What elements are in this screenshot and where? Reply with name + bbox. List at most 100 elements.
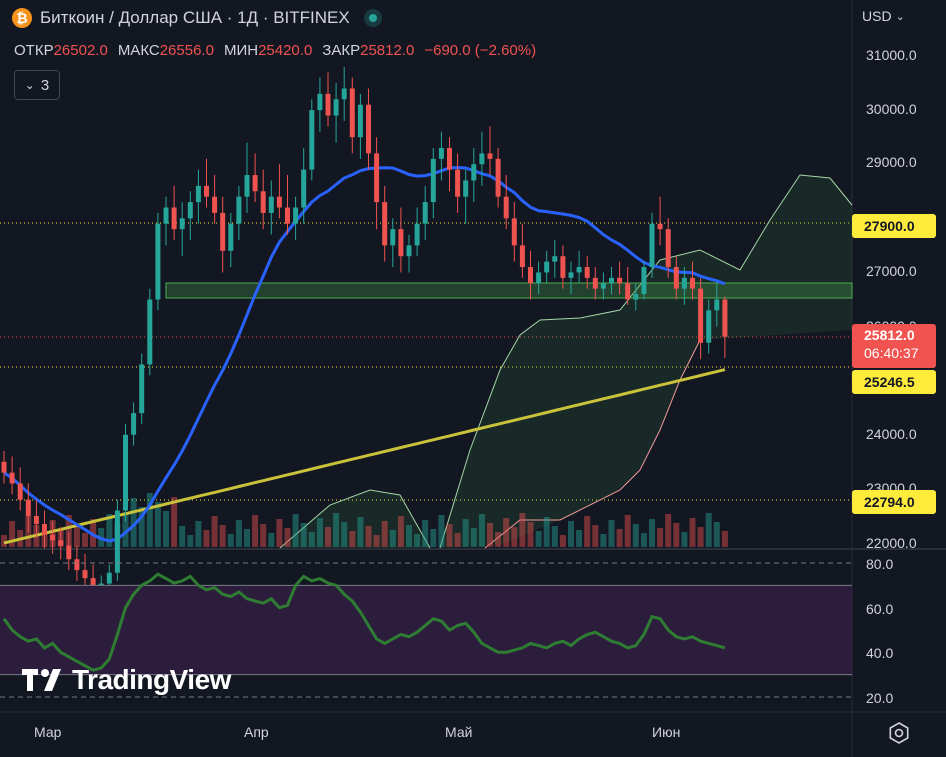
- candle-body: [82, 570, 88, 579]
- volume-bar: [73, 524, 80, 547]
- volume-bar: [470, 528, 477, 547]
- candle: [511, 202, 517, 262]
- candle-body: [714, 299, 720, 311]
- candle: [58, 526, 64, 560]
- cloud-upper-edge: [439, 174, 853, 549]
- open-label: ОТКР: [14, 42, 54, 59]
- candle-body: [463, 180, 469, 197]
- volume-bar: [406, 525, 412, 547]
- candle: [706, 299, 712, 354]
- currency-button[interactable]: USD ⌄: [862, 8, 905, 24]
- volume-bar: [495, 532, 502, 547]
- indicators-toggle-button[interactable]: ⌄ 3: [14, 70, 60, 100]
- candle-body: [495, 158, 501, 197]
- symbol-legend[interactable]: ₿ Биткоин / Доллар США · 1Д · BITFINEX: [12, 8, 382, 28]
- volume-bar: [268, 533, 275, 547]
- candle: [171, 185, 177, 240]
- volume-bar: [624, 515, 631, 547]
- candle-body: [50, 534, 56, 541]
- ma200-line: [3, 368, 726, 545]
- volume-bar: [9, 521, 16, 547]
- tradingview-text: TradingView: [72, 664, 231, 695]
- tradingview-logo[interactable]: TradingView: [20, 664, 231, 696]
- candle-body: [341, 88, 347, 100]
- candle: [260, 169, 266, 230]
- candle: [366, 88, 371, 170]
- rsi-tick: 20.0: [866, 690, 894, 706]
- candle-body: [333, 99, 339, 116]
- candle: [592, 267, 598, 300]
- candle: [50, 521, 56, 554]
- candle-body: [706, 310, 712, 343]
- high-label: МАКС: [117, 42, 160, 59]
- volume-bar: [422, 520, 429, 547]
- volume-bar: [559, 535, 566, 547]
- volume-bar: [316, 518, 323, 547]
- candle-body: [123, 434, 128, 511]
- candle-body: [625, 283, 631, 300]
- volume-bar: [325, 527, 331, 547]
- candle-body: [536, 272, 542, 284]
- volume-bar: [592, 525, 599, 547]
- candle: [187, 191, 193, 240]
- candle: [528, 250, 533, 300]
- volume-bar: [527, 522, 534, 547]
- time-label-apr: Апр: [244, 724, 269, 740]
- volume-bar: [244, 529, 250, 547]
- cloud-lower-edge: [484, 339, 701, 549]
- price-tick: 31000.0: [866, 47, 917, 63]
- candle: [204, 158, 209, 208]
- candle-body: [552, 256, 558, 262]
- candle-body: [649, 223, 655, 268]
- candle: [600, 272, 606, 300]
- candle-body: [33, 515, 39, 525]
- candle-body: [220, 212, 226, 251]
- volume-bar: [203, 530, 210, 547]
- candle: [479, 131, 485, 186]
- volume-bar: [503, 518, 510, 547]
- indicators-count: 3: [40, 76, 50, 94]
- candle-body: [155, 223, 161, 300]
- volume-bar: [511, 527, 518, 547]
- candle: [657, 196, 663, 246]
- volume-bar: [1, 535, 7, 547]
- candle-body: [406, 245, 412, 257]
- candle-body: [584, 267, 590, 278]
- candle-body: [309, 110, 315, 170]
- rsi-band: [0, 585, 852, 675]
- candle-body: [511, 218, 517, 246]
- candle: [349, 77, 355, 154]
- candle-body: [366, 104, 371, 154]
- volume-bar: [673, 523, 680, 547]
- candle: [649, 212, 655, 278]
- candle: [66, 532, 72, 571]
- volume-bar: [227, 534, 234, 547]
- settings-button[interactable]: [886, 720, 912, 746]
- volume-bars: [1, 493, 728, 547]
- candle-body: [179, 218, 185, 230]
- candle-body: [171, 207, 177, 230]
- candle-body: [390, 229, 396, 246]
- candle: [317, 77, 323, 132]
- volume-bar: [446, 524, 453, 547]
- moving-averages: [3, 165, 726, 545]
- candle: [471, 147, 477, 203]
- current-price-tag: 25812.0 06:40:37: [852, 324, 936, 368]
- candle-body: [430, 158, 436, 203]
- candle: [560, 245, 566, 289]
- volume-bar: [551, 526, 558, 547]
- volume-bar: [713, 522, 720, 547]
- candle-body: [560, 256, 566, 278]
- currency-label: USD: [862, 8, 892, 24]
- volume-bar: [276, 519, 283, 547]
- volume-bar: [138, 507, 145, 547]
- symbol-title: Биткоин / Доллар США · 1Д · BITFINEX: [40, 8, 350, 27]
- volume-bar: [341, 522, 348, 547]
- volume-bar: [689, 518, 696, 547]
- candle: [487, 126, 493, 176]
- candle-body: [657, 223, 663, 230]
- candle: [698, 277, 704, 360]
- candle-body: [301, 169, 307, 208]
- candle: [293, 196, 299, 240]
